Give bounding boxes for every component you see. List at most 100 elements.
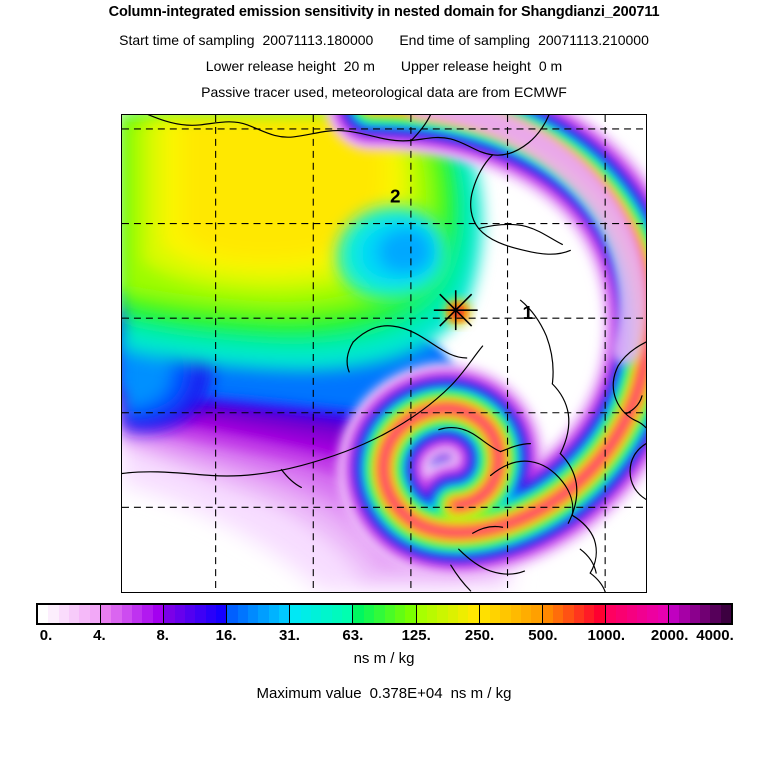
- colorbar-segment-4: [290, 605, 354, 623]
- colorbar-segment-6: [416, 605, 480, 623]
- colorbar: [36, 603, 733, 625]
- maximum-value-label: Maximum value: [256, 685, 362, 702]
- colorbar-segment-0: [38, 605, 102, 623]
- colorbar-tick-8: 500.: [528, 627, 558, 644]
- colorbar-step: [626, 605, 637, 623]
- colorbar-step: [290, 605, 301, 623]
- colorbar-step: [321, 605, 332, 623]
- colorbar-step: [258, 605, 269, 623]
- release-point-star-icon: [433, 290, 478, 331]
- colorbar-tick-4: 31.: [279, 627, 300, 644]
- colorbar-segment-3: [227, 605, 291, 623]
- colorbar-step: [79, 605, 90, 623]
- colorbar-step: [48, 605, 59, 623]
- colorbar-step: [363, 605, 375, 623]
- colorbar-step: [374, 605, 385, 623]
- colorbar-step: [689, 605, 700, 623]
- contour-label-1: 1: [522, 303, 533, 324]
- colorbar-step: [437, 605, 448, 623]
- colorbar-step: [311, 605, 322, 623]
- colorbar-step: [58, 605, 70, 623]
- colorbar-segment-1: [101, 605, 165, 623]
- end-time-label: End time of sampling: [399, 32, 531, 48]
- colorbar-step: [521, 605, 532, 623]
- maximum-value-unit: ns m / kg: [450, 685, 512, 702]
- colorbar-tick-6: 125.: [401, 627, 431, 644]
- colorbar-step: [647, 605, 658, 623]
- colorbar-segment-8: [542, 605, 606, 623]
- colorbar-step: [195, 605, 206, 623]
- colorbar-step: [205, 605, 216, 623]
- colorbar-step: [416, 605, 427, 623]
- colorbar-step: [657, 605, 668, 623]
- colorbar-step: [563, 605, 574, 623]
- colorbar-step: [699, 605, 711, 623]
- colorbar-step: [164, 605, 175, 623]
- colorbar-step: [605, 605, 617, 623]
- colorbar-step: [142, 605, 153, 623]
- plume-field: [122, 115, 646, 592]
- colorbar-segment-9: [605, 605, 669, 623]
- colorbar-step: [594, 605, 605, 623]
- start-time-label: Start time of sampling: [119, 32, 255, 48]
- colorbar-step: [394, 605, 406, 623]
- colorbar-step: [38, 605, 49, 623]
- colorbar-step: [121, 605, 133, 623]
- colorbar-step: [616, 605, 627, 623]
- maximum-value-number: 0.378E+04: [369, 685, 443, 702]
- colorbar-unit-label: ns m / kg: [353, 650, 415, 667]
- colorbar-step: [89, 605, 101, 623]
- colorbar-step: [132, 605, 143, 623]
- colorbar-step: [101, 605, 112, 623]
- colorbar-tick-9: 1000.: [587, 627, 626, 644]
- colorbar-segment-2: [164, 605, 228, 623]
- colorbar-step: [384, 605, 395, 623]
- colorbar-tick-labels: 0. 4. 8. 16. 31. 63. 125. 250. 500. 1000. 2000. 400…: [0, 627, 768, 649]
- maximum-value-line: Maximum value 0.378E+04 ns m / kg: [0, 685, 768, 702]
- colorbar-step: [468, 605, 479, 623]
- colorbar-step: [447, 605, 458, 623]
- start-time-value: 20071113.180000: [262, 32, 374, 48]
- upper-release-height-value: 0 m: [538, 58, 563, 74]
- colorbar-step: [710, 605, 721, 623]
- colorbar-step: [668, 605, 680, 623]
- colorbar-tick-10: 2000.: [650, 627, 689, 644]
- colorbar-tick-11: 4000.: [696, 627, 734, 644]
- colorbar-step: [300, 605, 312, 623]
- colorbar-step: [405, 605, 416, 623]
- colorbar-step: [720, 605, 731, 623]
- emission-sensitivity-map: 2 1: [122, 115, 646, 592]
- colorbar-step: [279, 605, 290, 623]
- colorbar-step: [268, 605, 279, 623]
- colorbar-step: [553, 605, 564, 623]
- page-title: Column-integrated emission sensitivity i…: [108, 4, 660, 20]
- tracer-note: Passive tracer used, meteorological data…: [201, 84, 567, 100]
- colorbar-step: [500, 605, 511, 623]
- colorbar-step: [111, 605, 122, 623]
- colorbar-segment-5: [353, 605, 417, 623]
- contour-label-2: 2: [390, 187, 401, 208]
- colorbar-tick-0: 0.: [39, 627, 53, 644]
- lower-release-height-label: Lower release height: [205, 58, 336, 74]
- colorbar-step: [584, 605, 595, 623]
- colorbar-tick-3: 16.: [215, 627, 237, 644]
- colorbar-step: [227, 605, 238, 623]
- colorbar-step: [490, 605, 501, 623]
- colorbar-step: [69, 605, 80, 623]
- colorbar-step: [636, 605, 648, 623]
- colorbar-segment-7: [479, 605, 543, 623]
- colorbar-step: [331, 605, 343, 623]
- end-time-value: 20071113.210000: [538, 32, 649, 48]
- colorbar-step: [342, 605, 353, 623]
- colorbar-step: [184, 605, 196, 623]
- map-gridlines: [122, 115, 646, 592]
- colorbar-step: [152, 605, 164, 623]
- map-plot-frame: 2 1: [121, 114, 647, 593]
- colorbar-step: [679, 605, 690, 623]
- colorbar-tick-2: 8.: [156, 627, 169, 644]
- colorbar-step: [174, 605, 185, 623]
- colorbar-step: [573, 605, 585, 623]
- colorbar-step: [542, 605, 554, 623]
- release-height-line: Lower release height 20 m Upper release he…: [0, 58, 768, 74]
- colorbar-step: [353, 605, 364, 623]
